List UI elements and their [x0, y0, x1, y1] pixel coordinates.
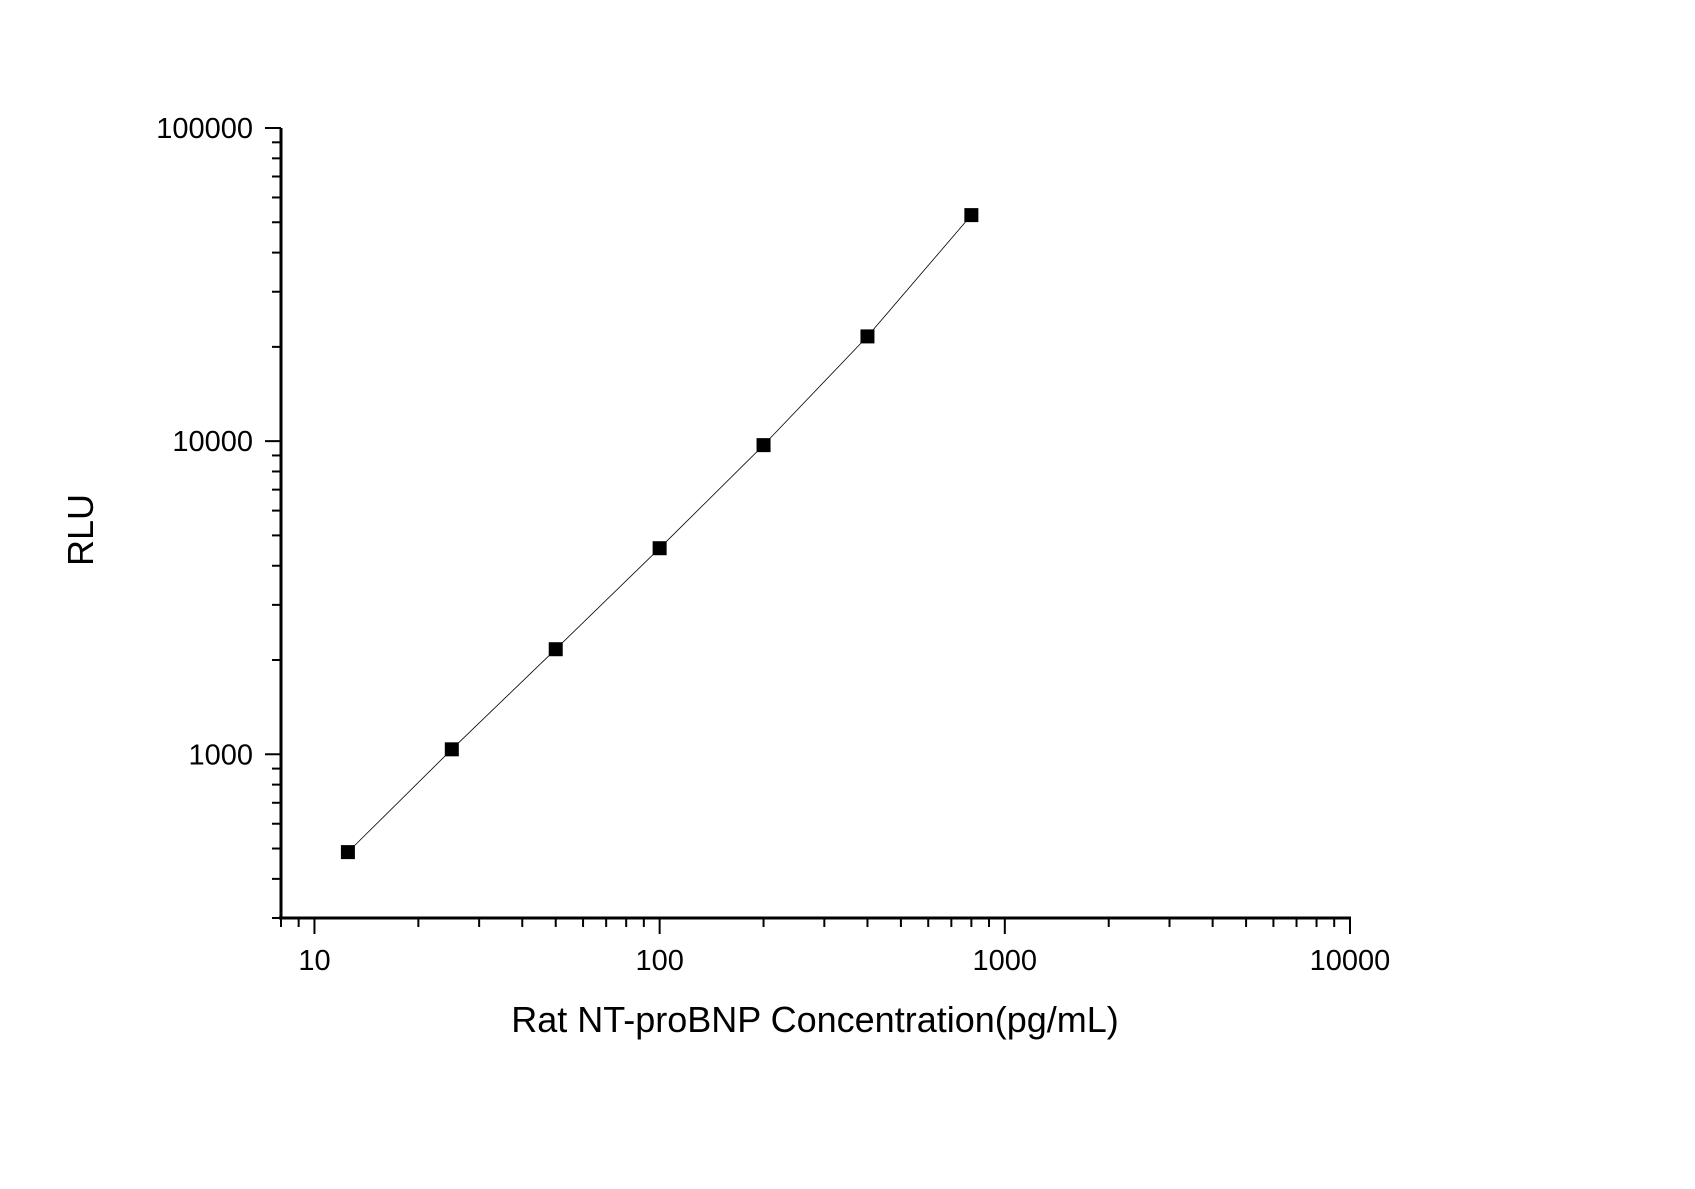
y-tick-label: 1000 — [188, 739, 253, 771]
x-axis-title: Rat NT-proBNP Concentration(pg/mL) — [511, 999, 1119, 1040]
x-tick-label: 1000 — [973, 945, 1038, 977]
axes: 10 100 1000 10000 1000 10000 100000 — [156, 113, 1390, 977]
data-point — [340, 845, 355, 860]
fit-curve — [347, 214, 972, 853]
data-point — [756, 438, 771, 453]
x-tick-label: 100 — [635, 945, 683, 977]
data-point — [964, 208, 979, 223]
x-tick-label: 10000 — [1310, 945, 1391, 977]
x-tick-label: 10 — [298, 945, 330, 977]
y-tick-label: 10000 — [172, 426, 253, 458]
y-axis-title: RLU — [60, 494, 101, 566]
data-marks — [340, 208, 979, 860]
data-point — [444, 742, 459, 757]
data-point — [652, 541, 667, 556]
y-tick-label: 100000 — [156, 113, 253, 145]
data-point — [548, 642, 563, 657]
data-point — [860, 329, 875, 344]
